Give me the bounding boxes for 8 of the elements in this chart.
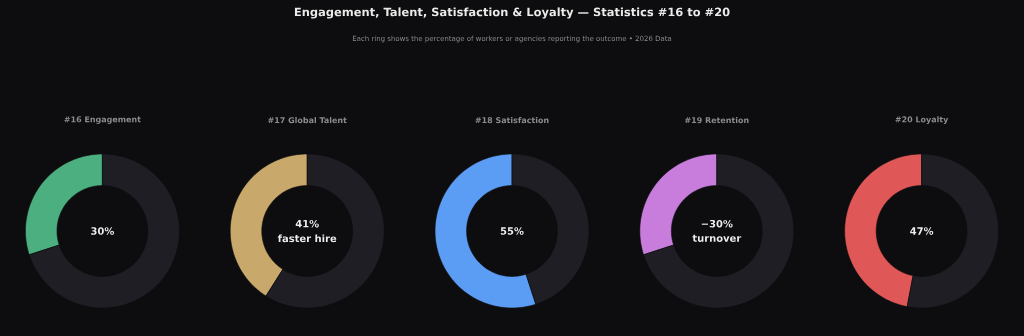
text: 47% [910,227,934,235]
text: turnover [692,234,742,242]
text: Engagement, Talent, Satisfaction & Loyalty — Statistics #16 to #20 [294,7,730,19]
text: 30% [91,227,115,235]
text: faster hire [277,234,337,243]
text: −30% [701,219,733,228]
text: 55% [500,227,524,235]
text: 41% [295,219,319,228]
